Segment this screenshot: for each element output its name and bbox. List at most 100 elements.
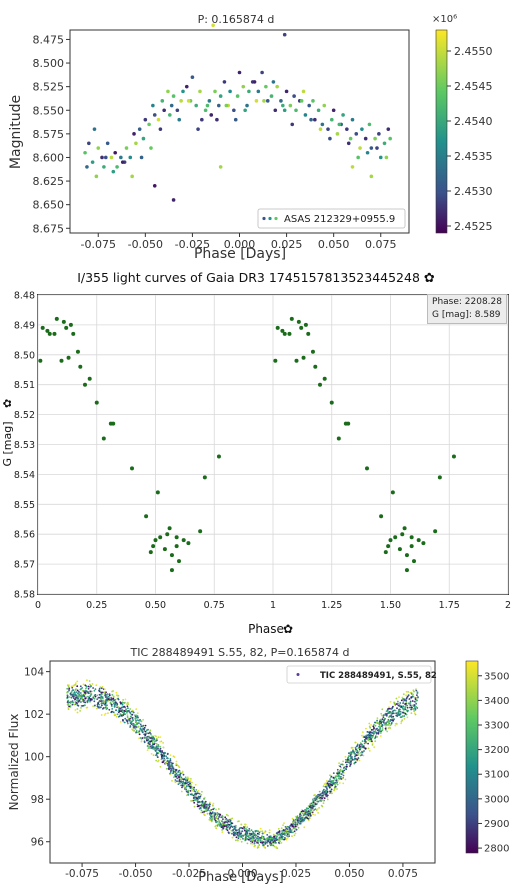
gaia-data-point[interactable]: [111, 421, 116, 426]
tess-data-point: [362, 731, 364, 733]
tess-data-point: [290, 823, 293, 826]
gaia-data-point[interactable]: [61, 319, 66, 324]
gaia-data-point[interactable]: [148, 550, 153, 555]
asas-data-point: [200, 117, 204, 122]
gaia-data-point[interactable]: [151, 544, 156, 549]
gaia-data-point[interactable]: [289, 316, 294, 321]
gaia-data-point[interactable]: [130, 466, 134, 471]
gaia-data-point[interactable]: [404, 568, 409, 573]
gaia-data-point[interactable]: [52, 331, 57, 336]
gaia-data-point[interactable]: [68, 322, 73, 327]
gaia-data-point[interactable]: [313, 364, 318, 369]
gaia-data-point[interactable]: [301, 355, 306, 360]
gaia-data-point[interactable]: [40, 325, 45, 330]
tess-data-point: [254, 844, 256, 847]
gaia-data-point[interactable]: [416, 538, 421, 543]
gaia-data-point[interactable]: [409, 544, 414, 549]
gaia-data-point[interactable]: [202, 475, 207, 480]
gear-icon[interactable]: ✿: [1, 399, 14, 408]
gaia-data-point[interactable]: [174, 544, 179, 549]
gaia-data-point[interactable]: [299, 325, 304, 330]
gaia-data-point[interactable]: [282, 331, 287, 336]
gaia-data-point[interactable]: [306, 331, 311, 336]
tess-data-point: [244, 825, 247, 828]
tess-data-point: [178, 766, 181, 769]
gaia-plot-frame[interactable]: [37, 294, 509, 595]
gaia-data-point[interactable]: [310, 349, 315, 354]
tess-data-point: [169, 759, 172, 762]
tess-data-point: [362, 734, 364, 737]
tess-data-point: [252, 835, 255, 838]
gaia-data-point[interactable]: [198, 529, 203, 534]
gaia-data-point[interactable]: [94, 400, 99, 405]
tess-data-point: [404, 712, 407, 715]
gaia-data-point[interactable]: [78, 364, 83, 369]
gaia-data-point[interactable]: [165, 532, 170, 537]
gaia-data-point[interactable]: [186, 541, 191, 546]
gaia-data-point[interactable]: [87, 376, 92, 381]
gaia-data-point[interactable]: [75, 349, 80, 354]
gaia-data-point[interactable]: [388, 538, 393, 543]
gear-icon[interactable]: ✿: [283, 622, 293, 636]
tess-data-point: [133, 730, 136, 732]
gaia-data-point[interactable]: [45, 328, 50, 333]
gaia-data-point[interactable]: [162, 547, 167, 552]
gaia-data-point[interactable]: [365, 466, 369, 471]
gaia-data-point[interactable]: [322, 376, 327, 381]
gaia-data-point[interactable]: [169, 568, 174, 573]
gaia-data-point[interactable]: [390, 490, 395, 495]
gaia-data-point[interactable]: [412, 559, 416, 564]
gaia-data-point[interactable]: [329, 400, 334, 405]
tess-data-point: [106, 694, 109, 696]
gaia-data-point[interactable]: [386, 544, 391, 549]
gaia-data-point[interactable]: [433, 529, 438, 534]
gaia-data-point[interactable]: [383, 550, 388, 555]
gaia-data-point[interactable]: [404, 553, 409, 558]
gaia-data-point[interactable]: [275, 325, 280, 330]
gaia-data-point[interactable]: [47, 331, 52, 336]
gaia-data-point[interactable]: [153, 538, 158, 543]
gaia-data-point[interactable]: [174, 535, 179, 540]
asas-data-point: [198, 89, 202, 94]
gaia-data-point[interactable]: [216, 454, 221, 459]
gaia-data-point[interactable]: [181, 538, 186, 543]
gaia-data-point[interactable]: [409, 535, 414, 540]
gaia-data-point[interactable]: [451, 454, 456, 459]
gaia-data-point[interactable]: [296, 319, 301, 324]
gaia-data-point[interactable]: [421, 541, 426, 546]
gaia-data-point[interactable]: [402, 526, 407, 531]
tess-data-point: [135, 714, 138, 717]
gaia-data-point[interactable]: [54, 316, 59, 321]
gaia-data-point[interactable]: [287, 331, 292, 336]
gear-icon[interactable]: ✿: [423, 271, 435, 286]
tess-data-point: [74, 709, 77, 711]
gaia-data-point[interactable]: [336, 436, 341, 441]
gaia-data-point[interactable]: [101, 436, 106, 441]
gaia-data-point[interactable]: [346, 421, 351, 426]
gaia-data-point[interactable]: [144, 514, 149, 519]
tess-data-point: [365, 741, 367, 743]
gaia-data-point[interactable]: [83, 382, 87, 387]
gaia-data-point[interactable]: [71, 331, 76, 336]
gaia-data-point[interactable]: [397, 547, 402, 552]
gaia-data-point[interactable]: [169, 553, 174, 558]
gaia-data-point[interactable]: [318, 382, 322, 387]
gaia-data-point[interactable]: [379, 514, 384, 519]
gaia-data-point[interactable]: [273, 358, 278, 363]
gaia-data-point[interactable]: [155, 490, 160, 495]
gaia-data-point[interactable]: [177, 559, 181, 564]
gaia-data-point[interactable]: [158, 535, 163, 540]
gaia-data-point[interactable]: [280, 328, 285, 333]
gaia-data-point[interactable]: [294, 358, 299, 363]
gaia-data-point[interactable]: [437, 475, 442, 480]
gaia-data-point[interactable]: [400, 532, 405, 537]
tess-data-point: [121, 710, 124, 713]
gaia-data-point[interactable]: [167, 526, 172, 531]
tess-data-point: [237, 834, 240, 837]
gaia-data-point[interactable]: [64, 325, 69, 330]
gaia-data-point[interactable]: [393, 535, 398, 540]
gaia-data-point[interactable]: [38, 358, 43, 363]
gaia-data-point[interactable]: [303, 322, 308, 327]
gaia-data-point[interactable]: [66, 355, 71, 360]
gaia-data-point[interactable]: [59, 358, 64, 363]
